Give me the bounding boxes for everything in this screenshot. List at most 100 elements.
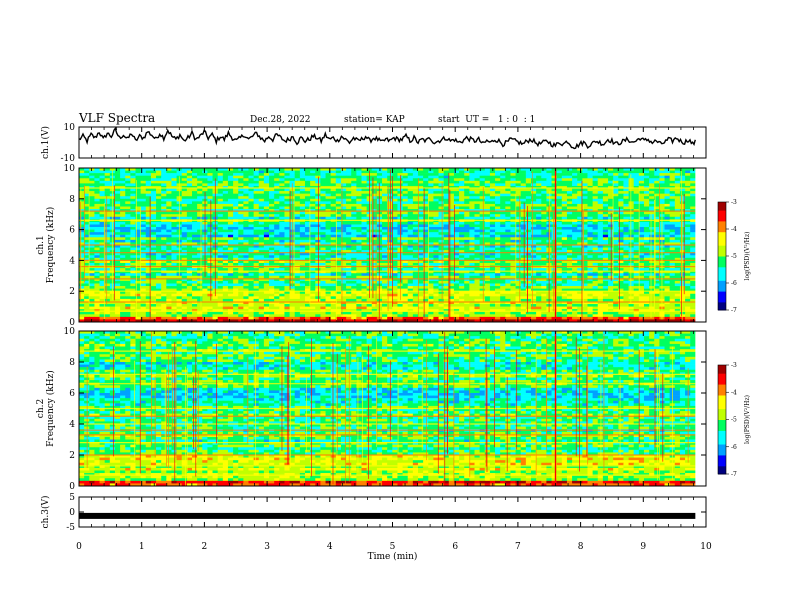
- psd-cell: [161, 262, 167, 266]
- psd-cell: [679, 268, 686, 271]
- psd-cell: [330, 198, 337, 202]
- psd-cell: [284, 234, 290, 238]
- psd-cell: [351, 232, 357, 236]
- psd-cell: [469, 234, 475, 238]
- psd-cell: [361, 211, 368, 215]
- psd-cell: [602, 170, 609, 174]
- psd-cell: [664, 255, 671, 259]
- psd-cell: [423, 227, 429, 230]
- psd-cell: [690, 260, 696, 264]
- psd-cell: [299, 183, 306, 187]
- psd-cell: [453, 203, 460, 207]
- psd-cell: [628, 260, 635, 264]
- psd-cell: [279, 170, 285, 174]
- psd-cell: [248, 201, 255, 205]
- psd-cell: [551, 173, 558, 176]
- psd-cell: [654, 203, 660, 207]
- psd-cell: [638, 237, 645, 241]
- psd-cell: [654, 255, 660, 259]
- psd-cell: [125, 260, 131, 264]
- psd-cell: [417, 193, 424, 197]
- psd-cell: [197, 232, 203, 236]
- psd-cell: [649, 214, 655, 218]
- psd-cell: [438, 203, 445, 207]
- psd-cell: [423, 224, 429, 228]
- psd-cell: [186, 211, 193, 215]
- psd-cell: [356, 250, 362, 253]
- psd-cell: [685, 188, 691, 192]
- psd-cell: [140, 198, 147, 202]
- psd-cell: [669, 180, 676, 184]
- psd-cell: [120, 173, 126, 176]
- psd-cell: [489, 232, 496, 236]
- psd-cell: [263, 185, 270, 189]
- psd-cell: [186, 239, 193, 243]
- psd-cell: [279, 239, 285, 243]
- psd-cell: [104, 203, 111, 207]
- psd-cell: [351, 188, 357, 192]
- psd-cell: [525, 224, 532, 228]
- psd-cell: [638, 191, 645, 194]
- psd-cell: [299, 250, 306, 253]
- psd-cell: [500, 234, 506, 238]
- psd-cell: [587, 180, 594, 184]
- psd-cell: [145, 211, 152, 215]
- psd-cell: [433, 247, 439, 251]
- psd-cell: [587, 178, 594, 182]
- psd-cell: [325, 206, 332, 210]
- psd-cell: [284, 270, 290, 274]
- psd-cell: [356, 270, 362, 274]
- psd-cell: [361, 180, 368, 184]
- psd-cell: [551, 224, 558, 228]
- psd-cell: [238, 185, 244, 189]
- psd-cell: [541, 227, 547, 230]
- psd-cell: [346, 221, 352, 225]
- psd-cell: [171, 229, 177, 233]
- psd-cell: [192, 247, 198, 251]
- psd-cell: [299, 252, 306, 256]
- psd-cell: [489, 262, 496, 266]
- psd-cell: [269, 245, 275, 248]
- psd-cell: [89, 168, 95, 171]
- psd-cell: [94, 168, 100, 171]
- psd-cell: [269, 229, 275, 233]
- psd-cell: [525, 188, 532, 192]
- psd-cell: [351, 227, 357, 230]
- psd-cell: [412, 224, 419, 228]
- psd-cell: [248, 250, 255, 253]
- psd-cell: [361, 170, 368, 174]
- psd-cell: [433, 232, 439, 236]
- psd-cell: [325, 214, 332, 218]
- psd-cell: [135, 193, 142, 197]
- psd-cell: [561, 185, 568, 189]
- psd-cell: [628, 255, 635, 259]
- psd-cell: [556, 250, 563, 253]
- psd-cell: [433, 206, 439, 210]
- psd-cell: [412, 250, 419, 253]
- psd-cell: [320, 268, 326, 271]
- psd-cell: [510, 173, 516, 176]
- psd-cell: [120, 214, 126, 218]
- psd-cell: [222, 229, 229, 233]
- psd-cell: [392, 257, 398, 261]
- psd-cell: [84, 178, 90, 182]
- psd-cell: [346, 193, 352, 197]
- psd-cell: [407, 175, 414, 179]
- psd-cell: [145, 203, 152, 207]
- psd-cell: [592, 242, 599, 246]
- psd-cell: [294, 247, 301, 251]
- psd-cell: [448, 224, 455, 228]
- psd-cell: [541, 211, 547, 215]
- psd-cell: [443, 180, 450, 184]
- psd-cell: [469, 255, 475, 259]
- psd-cell: [330, 209, 337, 212]
- psd-cell: [638, 245, 645, 248]
- psd-cell: [181, 198, 188, 202]
- psd-cell: [197, 214, 203, 218]
- psd-cell: [382, 206, 388, 210]
- psd-cell: [161, 221, 167, 225]
- psd-cell: [433, 196, 439, 200]
- psd-cell: [479, 255, 486, 259]
- psd-cell: [79, 188, 85, 192]
- psd-cell: [489, 209, 496, 212]
